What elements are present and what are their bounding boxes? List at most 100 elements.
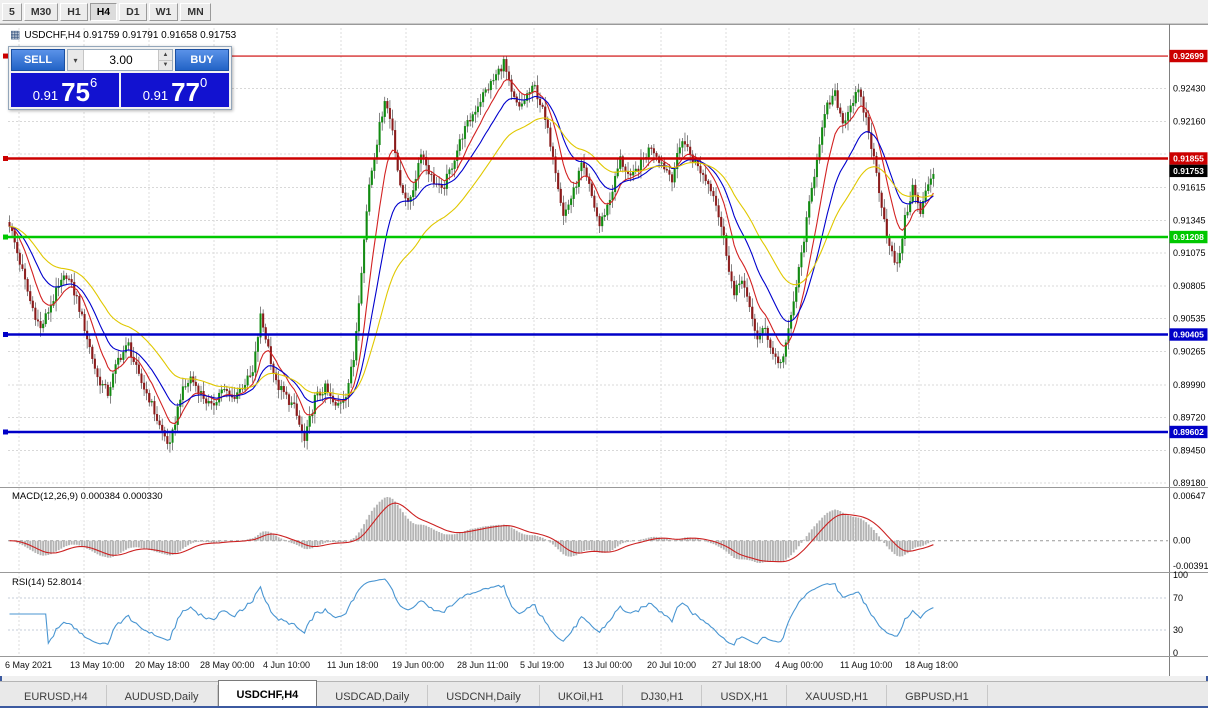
chart-tab-eurusd-h4[interactable]: EURUSD,H4 <box>6 685 107 706</box>
chart-tab-gbpusd-h1[interactable]: GBPUSD,H1 <box>887 685 988 706</box>
svg-text:100: 100 <box>1173 570 1188 580</box>
ma-lines <box>9 79 934 425</box>
chart-tab-audusd-daily[interactable]: AUDUSD,Daily <box>107 685 218 706</box>
sell-button[interactable]: SELL <box>11 49 65 71</box>
bid-price-big: 75 <box>61 77 90 108</box>
timeframe-button-w1[interactable]: W1 <box>148 2 179 21</box>
volume-up-icon[interactable]: ▲ <box>159 50 172 61</box>
svg-text:0.91208: 0.91208 <box>1173 232 1204 242</box>
ma-42-line <box>9 117 934 396</box>
timeframe-button-m30[interactable]: M30 <box>23 2 59 21</box>
svg-text:18 Aug 18:00: 18 Aug 18:00 <box>905 660 958 670</box>
chart-tabs-bar: EURUSD,H4 AUDUSD,Daily USDCHF,H4 USDCAD,Dai… <box>0 680 1208 706</box>
chart-tab-usdcnh-daily[interactable]: USDCNH,Daily <box>428 685 540 706</box>
volume-down-icon[interactable]: ▼ <box>159 60 172 70</box>
chart-tab-usdx-h1[interactable]: USDX,H1 <box>702 685 788 706</box>
svg-text:0.92160: 0.92160 <box>1173 116 1206 126</box>
svg-text:20 Jul 10:00: 20 Jul 10:00 <box>647 660 696 670</box>
timeframe-button-5[interactable]: 5 <box>2 2 22 21</box>
price-badge: 0.91753 <box>1169 164 1208 178</box>
price-axis-labels: 0.92430 0.92160 0.91615 0.91345 0.91075 0.908… <box>1173 84 1206 489</box>
symbol-ohlc-label: USDCHF,H4 0.91759 0.91791 0.91658 0.9175… <box>24 30 237 41</box>
svg-text:11 Aug 10:00: 11 Aug 10:00 <box>840 660 892 670</box>
chart-tab-dj30-h1[interactable]: DJ30,H1 <box>623 685 703 706</box>
chart-canvas[interactable]: 0.924300.921600.916150.913450.910750.908… <box>0 24 1208 676</box>
buy-price-display[interactable]: 0.91 77 0 <box>121 73 229 107</box>
svg-text:0.90405: 0.90405 <box>1173 330 1204 340</box>
macd-signal-line <box>9 502 934 563</box>
volume-dropdown-icon[interactable]: ▾ <box>68 50 84 70</box>
ask-price-pipette: 0 <box>200 75 208 90</box>
panel-separators[interactable] <box>0 487 1208 657</box>
svg-text:0.89450: 0.89450 <box>1173 445 1206 455</box>
svg-text:13 Jul 00:00: 13 Jul 00:00 <box>583 660 632 670</box>
svg-text:0.91615: 0.91615 <box>1173 183 1206 193</box>
svg-text:-0.00391: -0.00391 <box>1173 561 1208 571</box>
svg-text:0.92430: 0.92430 <box>1173 84 1206 94</box>
svg-text:0.91855: 0.91855 <box>1173 154 1204 164</box>
macd-header: MACD(12,26,9) 0.000384 0.000330 <box>12 491 163 502</box>
svg-text:4 Jun 10:00: 4 Jun 10:00 <box>263 660 310 670</box>
svg-text:0.91753: 0.91753 <box>1173 166 1204 176</box>
rsi-panel: RSI(14) 52.8014 100 70 30 0 <box>8 570 1188 658</box>
sell-price-display[interactable]: 0.91 75 6 <box>11 73 119 107</box>
timeframe-button-d1[interactable]: D1 <box>119 2 147 21</box>
svg-text:70: 70 <box>1173 593 1183 603</box>
chart-window-icon: ▦ <box>10 29 21 41</box>
chart-tab-usdcad-daily[interactable]: USDCAD,Daily <box>317 685 429 706</box>
svg-text:28 Jun 11:00: 28 Jun 11:00 <box>457 660 508 670</box>
volume-field: ▾ ▲ ▼ <box>67 49 173 71</box>
price-badge: 0.89602 <box>1169 425 1208 439</box>
macd-panel: MACD(12,26,9) 0.000384 0.000330 0.00647 0.… <box>8 491 1208 571</box>
bid-price-pipette: 6 <box>90 75 98 90</box>
chart-header: ▦ USDCHF,H4 0.91759 0.91791 0.91658 0.91… <box>10 29 237 42</box>
svg-text:0.89990: 0.89990 <box>1173 380 1206 390</box>
volume-input[interactable] <box>84 50 158 70</box>
bid-price-small: 0.91 <box>32 88 59 103</box>
chart-tab-usdchf-h4[interactable]: USDCHF,H4 <box>217 680 318 706</box>
svg-text:6 May 2021: 6 May 2021 <box>5 660 52 670</box>
svg-text:13 May 10:00: 13 May 10:00 <box>70 660 125 670</box>
rsi-header: RSI(14) 52.8014 <box>12 577 82 588</box>
chart-tab-xauusd-h1[interactable]: XAUUSD,H1 <box>787 685 888 706</box>
buy-button[interactable]: BUY <box>175 49 229 71</box>
svg-text:28 May 00:00: 28 May 00:00 <box>200 660 255 670</box>
timeframe-button-mn[interactable]: MN <box>180 2 211 21</box>
svg-text:0.91075: 0.91075 <box>1173 248 1206 258</box>
svg-text:30: 30 <box>1173 625 1183 635</box>
svg-text:0.90535: 0.90535 <box>1173 314 1206 324</box>
price-badge: 0.91855 <box>1169 152 1208 165</box>
svg-text:0.00647: 0.00647 <box>1173 491 1206 501</box>
svg-text:0.90265: 0.90265 <box>1173 347 1206 357</box>
price-badges: 0.92699 0.91855 0.91208 0.90405 0.89602 0.917… <box>1169 49 1208 439</box>
time-axis-labels: 6 May 2021 13 May 10:00 20 May 18:00 28 May… <box>5 660 958 670</box>
chart-tab-ukoil-h1[interactable]: UKOil,H1 <box>540 685 623 706</box>
ask-price-small: 0.91 <box>142 88 169 103</box>
svg-text:5 Jul 19:00: 5 Jul 19:00 <box>520 660 564 670</box>
timeframe-button-h1[interactable]: H1 <box>60 2 88 21</box>
ask-price-big: 77 <box>171 77 200 108</box>
price-badge: 0.90405 <box>1169 328 1208 341</box>
volume-stepper: ▲ ▼ <box>158 50 172 70</box>
svg-text:19 Jun 00:00: 19 Jun 00:00 <box>392 660 444 670</box>
svg-text:0.90805: 0.90805 <box>1173 281 1206 291</box>
svg-text:11 Jun 18:00: 11 Jun 18:00 <box>327 660 378 670</box>
timeframe-button-h4[interactable]: H4 <box>89 2 118 21</box>
price-badge: 0.92699 <box>1169 49 1208 63</box>
price-badge: 0.91208 <box>1169 230 1208 244</box>
ma-10-line <box>9 79 934 425</box>
svg-text:4 Aug 00:00: 4 Aug 00:00 <box>775 660 823 670</box>
rsi-line <box>9 578 934 646</box>
svg-text:27 Jul 18:00: 27 Jul 18:00 <box>712 660 761 670</box>
svg-text:0.89180: 0.89180 <box>1173 478 1206 488</box>
ma-21-line <box>9 95 934 406</box>
svg-text:20 May 18:00: 20 May 18:00 <box>135 660 190 670</box>
svg-text:0.89720: 0.89720 <box>1173 413 1206 423</box>
svg-text:0.91345: 0.91345 <box>1173 215 1206 225</box>
svg-text:0: 0 <box>1173 648 1178 658</box>
horizontal-lines[interactable] <box>3 53 1168 435</box>
svg-text:0.00: 0.00 <box>1173 536 1191 546</box>
timeframe-toolbar: 5 M30 H1 H4 D1 W1 MN <box>0 0 1208 24</box>
